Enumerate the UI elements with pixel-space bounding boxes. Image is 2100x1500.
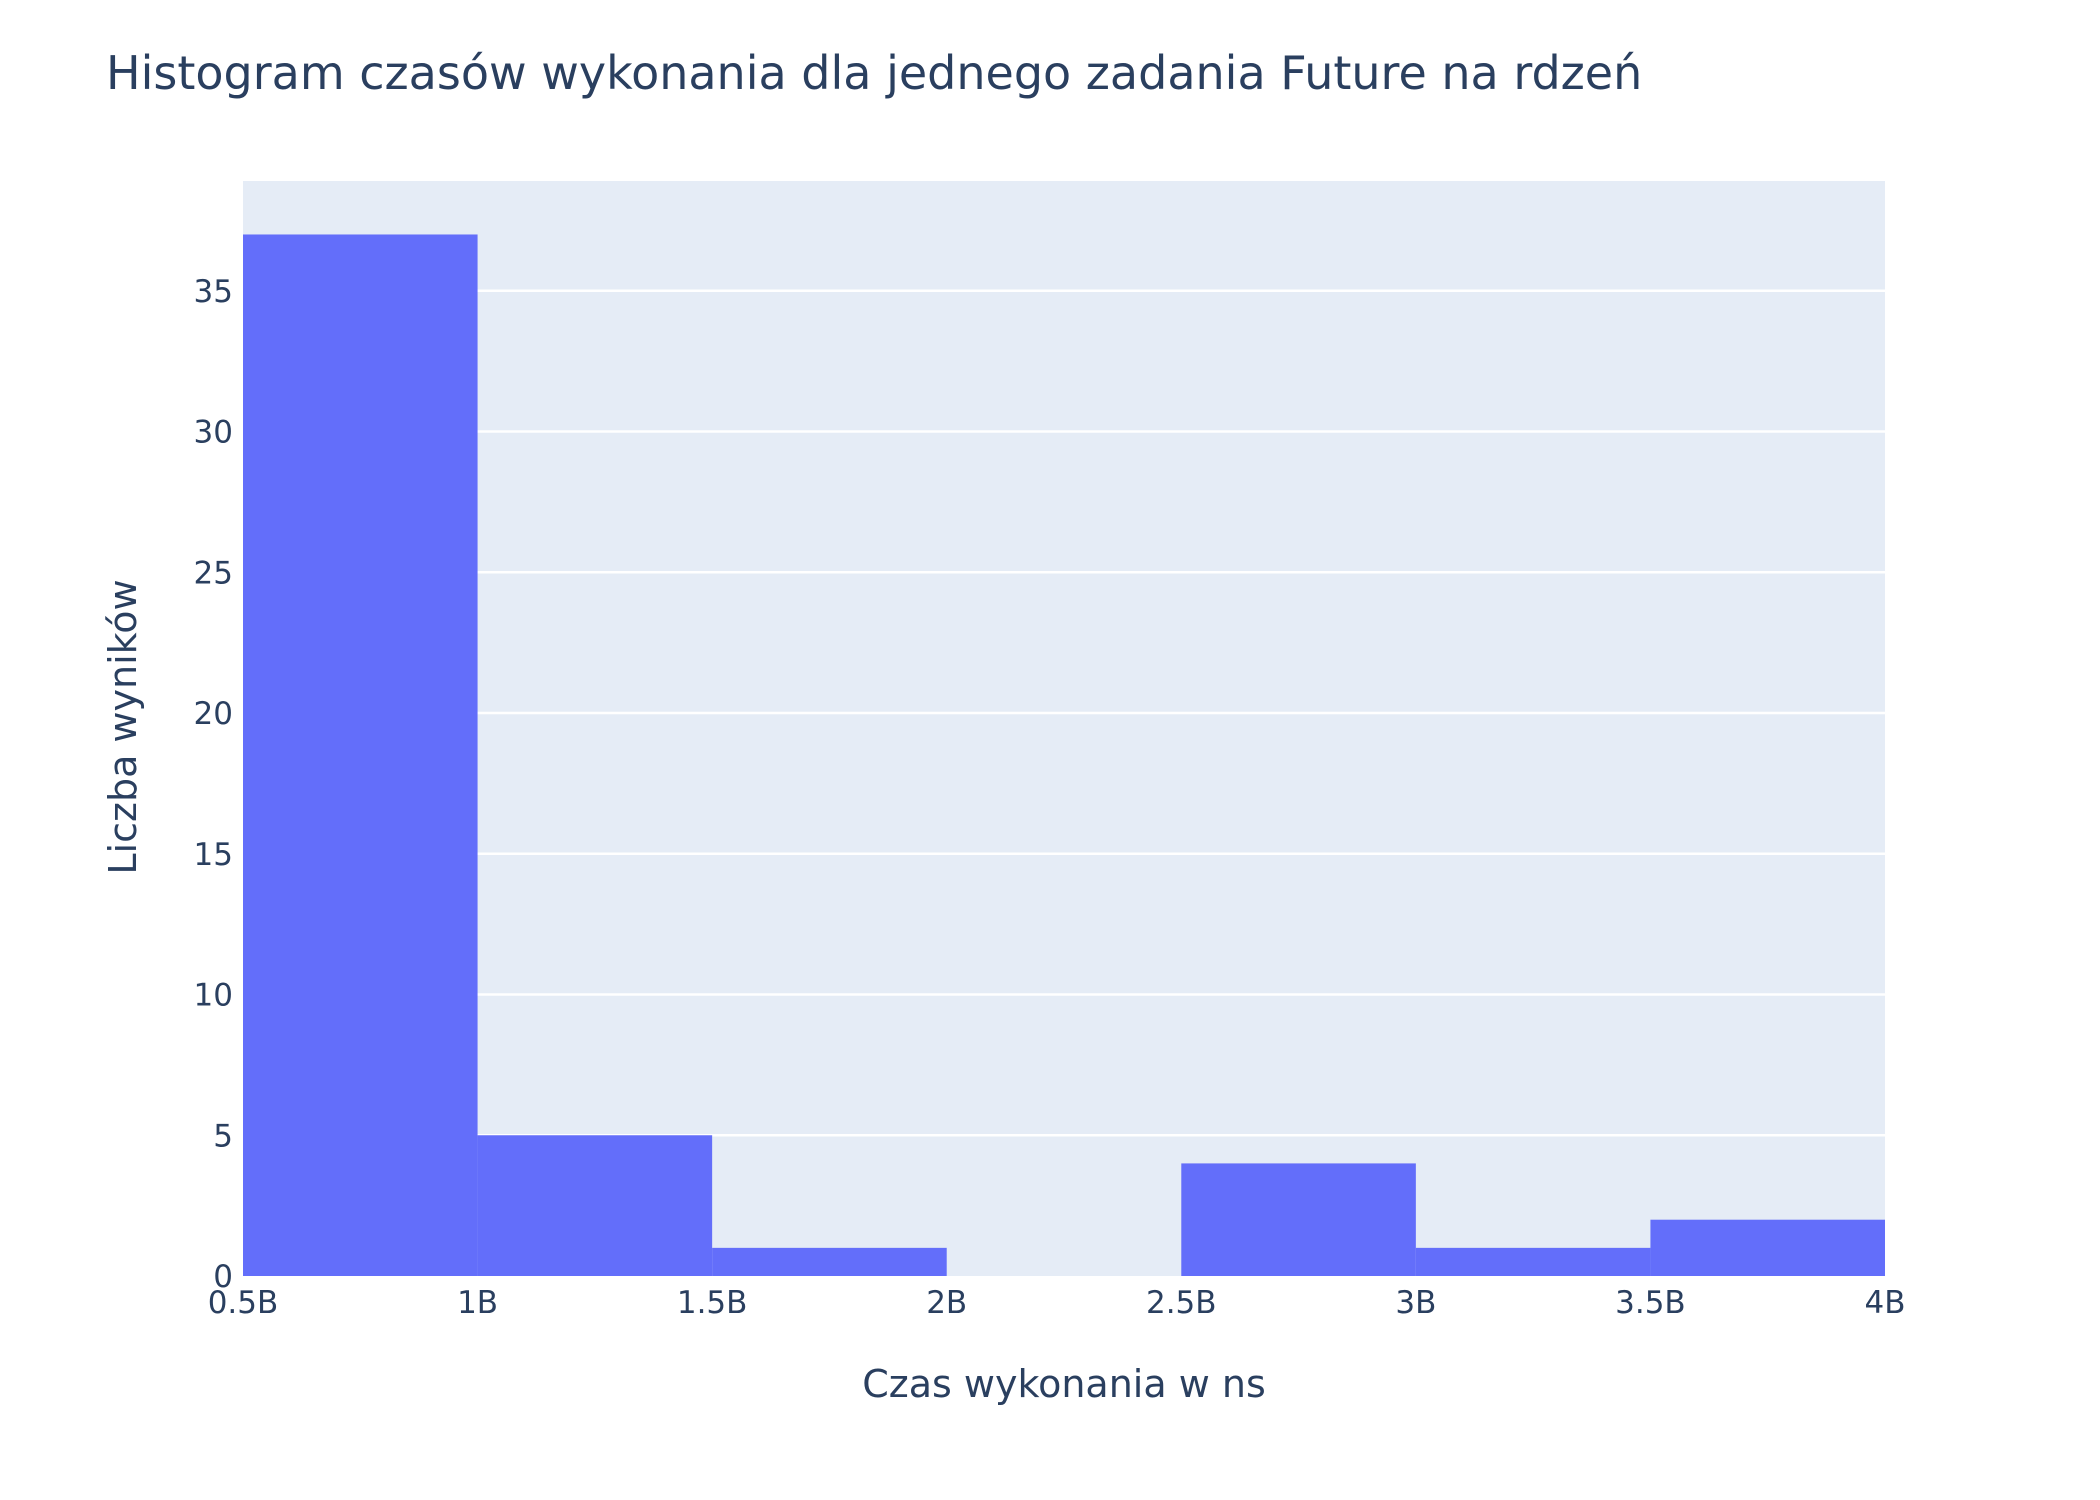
histogram-bar <box>1650 1219 1885 1276</box>
y-tick-label: 35 <box>194 274 233 310</box>
x-tick-label: 3B <box>1395 1285 1436 1321</box>
histogram-bar <box>1415 1247 1651 1276</box>
bars <box>243 234 1885 1277</box>
y-tick-label: 15 <box>194 837 233 873</box>
gridlines <box>243 289 1885 1137</box>
x-axis-title: Czas wykonania w ns <box>862 1362 1266 1406</box>
x-tick-label: 2.5B <box>1146 1285 1217 1321</box>
chart-title: Histogram czasów wykonania dla jednego z… <box>106 46 1642 100</box>
histogram-bar <box>712 1247 947 1276</box>
x-tick-label: 3.5B <box>1615 1285 1686 1321</box>
y-axis-ticks: 0 5 10 15 20 25 30 35 <box>194 274 233 1295</box>
y-axis-title: Liczba wyników <box>101 579 145 874</box>
x-tick-label: 1.5B <box>677 1285 748 1321</box>
x-tick-label: 2B <box>926 1285 967 1321</box>
plot-area <box>243 181 1885 1276</box>
x-tick-label: 4B <box>1865 1285 1906 1321</box>
x-tick-label: 0.5B <box>208 1285 279 1321</box>
histogram-bar <box>243 234 478 1277</box>
x-axis-ticks: 0.5B 1B 1.5B 2B 2.5B 3B 3.5B 4B <box>208 1285 1906 1321</box>
y-tick-label: 5 <box>213 1118 233 1154</box>
histogram-bar <box>477 1135 713 1276</box>
y-tick-label: 25 <box>194 555 233 591</box>
y-tick-label: 20 <box>194 696 233 732</box>
y-tick-label: 10 <box>194 978 233 1014</box>
x-tick-label: 1B <box>457 1285 498 1321</box>
y-tick-label: 0 <box>213 1259 233 1295</box>
histogram-bar <box>1181 1163 1416 1276</box>
y-tick-label: 30 <box>194 415 233 451</box>
